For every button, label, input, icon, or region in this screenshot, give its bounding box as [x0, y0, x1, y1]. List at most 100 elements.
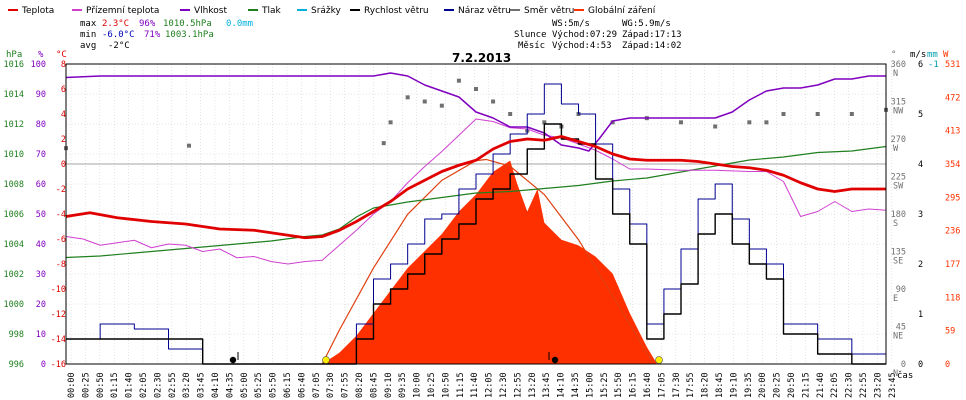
sun-moon-block: WS:5m/s WG:5.9m/s Slunce Východ:07:29 Zá…	[514, 19, 682, 51]
x-tick-label: 13:45	[542, 372, 552, 398]
legend-rychlost-vetru-label: Rychlost větru	[364, 6, 429, 16]
y-tick-label: 4	[61, 110, 66, 120]
y-tick-label: 50	[36, 210, 46, 220]
y-tick-label: -2	[56, 185, 66, 195]
y-tick-label: S	[893, 219, 898, 229]
y-tick-label: 70	[36, 150, 46, 160]
wind-speed-info: WS:5m/s	[552, 19, 590, 29]
wind-direction-point	[610, 120, 615, 125]
x-tick-label: 04:10	[211, 372, 221, 398]
x-tick-label: 02:30	[153, 372, 163, 398]
y-tick-label: 413	[945, 127, 960, 137]
y-tick-label: 59	[945, 327, 955, 337]
stat-min-temperature: -6.0°C	[102, 30, 135, 40]
x-tick-label: 17:55	[686, 372, 696, 398]
wind-gust-info: WG:5.9m/s	[622, 19, 671, 29]
x-tick-label: 17:05	[657, 372, 667, 398]
y-tick-label: 90	[896, 285, 906, 295]
x-tick-label: 01:15	[110, 372, 120, 398]
series-n-raz-v-tru	[66, 83, 887, 365]
wind-direction-point	[542, 120, 547, 125]
y-tick-label: -10	[51, 285, 66, 295]
y-tick-label: 30	[36, 270, 46, 280]
wind-direction-point	[679, 120, 683, 125]
wind-direction-point	[405, 95, 410, 100]
y-tick-label: SW	[893, 182, 904, 192]
y-tick-label: 60	[36, 180, 46, 190]
y-tick-label: 360	[891, 60, 906, 70]
y-tick-label: 472	[945, 93, 960, 103]
moonset-marker	[551, 356, 559, 364]
x-tick-label: 16:15	[629, 372, 639, 398]
y-tick-label: 100	[31, 60, 46, 70]
wind-direction-point	[187, 143, 191, 148]
x-tick-label: 22:30	[845, 372, 855, 398]
stat-max-pressure: 1010.5hPa	[163, 19, 212, 29]
x-tick-label: 15:00	[585, 372, 595, 398]
wind-direction-point	[849, 112, 854, 116]
sun-set: Západ:17:13	[622, 30, 682, 40]
x-tick-label: 12:30	[499, 372, 509, 398]
x-tick-label: 07:05	[312, 372, 322, 398]
stat-max-label: max	[80, 19, 97, 29]
x-tick-label: 21:15	[801, 372, 811, 398]
wind-direction-point	[381, 141, 386, 146]
wind-direction-point	[713, 124, 718, 129]
x-tick-label: 03:45	[197, 372, 207, 398]
legend-prizemni-teplota: Přízemní teplota	[72, 6, 159, 16]
y-tick-label: 40	[36, 240, 46, 250]
sunset-marker	[655, 356, 663, 364]
moon-set: Západ:14:02	[622, 41, 682, 51]
y-tick-label: NW	[893, 107, 904, 117]
y-tick-label: E	[893, 294, 898, 304]
x-tick-label: 15:50	[614, 372, 624, 398]
x-tick-label: 19:10	[729, 372, 739, 398]
x-tick-label: 10:50	[441, 372, 451, 398]
x-tick-label: 13:20	[528, 372, 538, 398]
y-tick-label: SE	[893, 257, 903, 267]
legend-rychlost-vetru: Rychlost větru	[350, 6, 429, 16]
series-globalni-zareni	[322, 160, 658, 364]
x-tick-label: 16:40	[643, 372, 653, 398]
moon-label: Měsíc	[518, 41, 545, 51]
plot-frame	[65, 63, 887, 365]
series-teoreticke-zareni	[321, 158, 655, 365]
series-layer	[64, 72, 888, 365]
y-tick-label: 2	[918, 260, 923, 270]
x-tick-label: 00:00	[67, 372, 77, 398]
x-tick-label: 05:25	[254, 372, 264, 398]
x-tick-label: 06:40	[297, 372, 307, 398]
legend-teplota: Teplota	[8, 6, 54, 16]
stat-min-pressure: 1003.1hPa	[165, 30, 214, 40]
wind-direction-point	[747, 120, 752, 125]
y-tick-label: 996	[9, 360, 24, 370]
y-tick-label: 1004	[4, 240, 24, 250]
y-tick-label: -12	[51, 310, 66, 320]
legend-globalni-zareni-label: Globální záření	[588, 6, 656, 16]
series-rychlost-v-tru	[66, 123, 886, 365]
y-tick-label: 0	[41, 360, 46, 370]
axis-label-radiation: W	[943, 50, 949, 60]
axis-label-rain: mm	[927, 50, 938, 60]
wind-direction-point	[388, 120, 393, 125]
y-tick-label: 1002	[4, 270, 24, 280]
stat-max-rain: 0.0mm	[226, 19, 253, 29]
legend-smer-vetru: Směr větru	[510, 6, 574, 16]
rain-tick-label: -1	[928, 60, 939, 70]
x-tick-label: 09:10	[384, 372, 394, 398]
legend-teplota-label: Teplota	[21, 6, 54, 16]
legend-tlak: Tlak	[248, 6, 282, 16]
stat-max-humidity: 96%	[139, 19, 156, 29]
y-tick-label: -8	[56, 260, 66, 270]
wind-direction-point	[456, 78, 461, 83]
x-tick-label: 21:40	[816, 372, 826, 398]
legend-naraz-vetru-label: Náraz větru	[458, 6, 511, 16]
sunrise-marker	[322, 356, 330, 364]
axis-ticks: 00:00 00:25 00:50 01:15 01:40 02:05 02:30 02:55…	[4, 60, 961, 398]
x-tick-label: 20:50	[787, 372, 797, 398]
y-tick-label: 177	[945, 260, 960, 270]
legend-naraz-vetru: Náraz větru	[444, 6, 511, 16]
stat-min-humidity: 71%	[144, 30, 161, 40]
legend-vlhkost-label: Vlhkost	[194, 6, 227, 16]
y-tick-label: 1	[918, 310, 923, 320]
